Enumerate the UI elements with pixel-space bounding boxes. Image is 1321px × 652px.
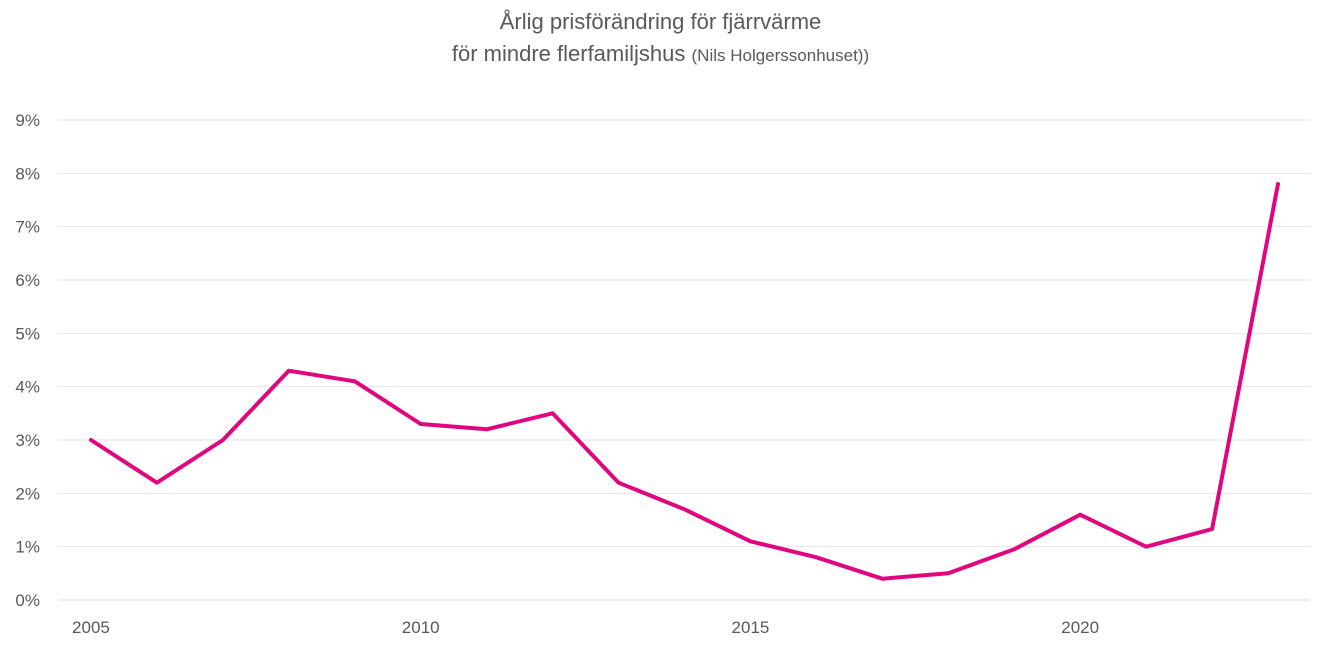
series-line <box>89 182 1280 581</box>
data-point <box>485 427 489 431</box>
x-tick-label: 2015 <box>732 618 770 637</box>
chart-title-line2: för mindre flerfamiljshus (Nils Holgerss… <box>0 38 1321 72</box>
data-point <box>1210 527 1214 531</box>
data-point <box>1276 182 1280 186</box>
data-point <box>1144 545 1148 549</box>
data-point <box>748 539 752 543</box>
chart-subtitle-note: (Nils Holgerssonhuset)) <box>691 46 870 65</box>
x-axis-tick-labels: 2005 2010 2015 2020 <box>72 618 1099 637</box>
data-point <box>814 555 818 559</box>
data-point <box>1012 547 1016 551</box>
y-tick-label: 3% <box>15 431 40 450</box>
x-tick-label: 2005 <box>72 618 110 637</box>
y-tick-label: 4% <box>15 378 40 397</box>
y-tick-label: 6% <box>15 271 40 290</box>
data-point <box>89 438 93 442</box>
data-point <box>946 571 950 575</box>
y-tick-label: 7% <box>15 218 40 237</box>
data-point <box>1078 513 1082 517</box>
data-point <box>880 577 884 581</box>
data-point <box>419 422 423 426</box>
y-tick-label: 1% <box>15 538 40 557</box>
data-point <box>353 379 357 383</box>
y-axis-tick-labels: 0% 1% 2% 3% 4% 5% 6% 7% 8% 9% <box>15 111 40 610</box>
data-point <box>551 411 555 415</box>
y-tick-label: 5% <box>15 324 40 343</box>
chart-title-line1: Årlig prisförändring för fjärrvärme <box>499 9 822 34</box>
x-tick-label: 2010 <box>402 618 440 637</box>
y-tick-label: 2% <box>15 484 40 503</box>
y-tick-label: 8% <box>15 164 40 183</box>
y-tick-label: 9% <box>15 111 40 130</box>
chart-subtitle: för mindre flerfamiljshus <box>451 41 686 66</box>
y-tick-label: 0% <box>15 591 40 610</box>
gridlines <box>58 119 1311 548</box>
series-layer <box>89 182 1280 581</box>
data-point <box>617 481 621 485</box>
data-point <box>155 481 159 485</box>
data-point <box>221 438 225 442</box>
data-point <box>287 369 291 373</box>
chart-title: Årlig prisförändring för fjärrvärme för … <box>0 6 1321 72</box>
data-point <box>683 507 687 511</box>
x-tick-label: 2020 <box>1061 618 1099 637</box>
